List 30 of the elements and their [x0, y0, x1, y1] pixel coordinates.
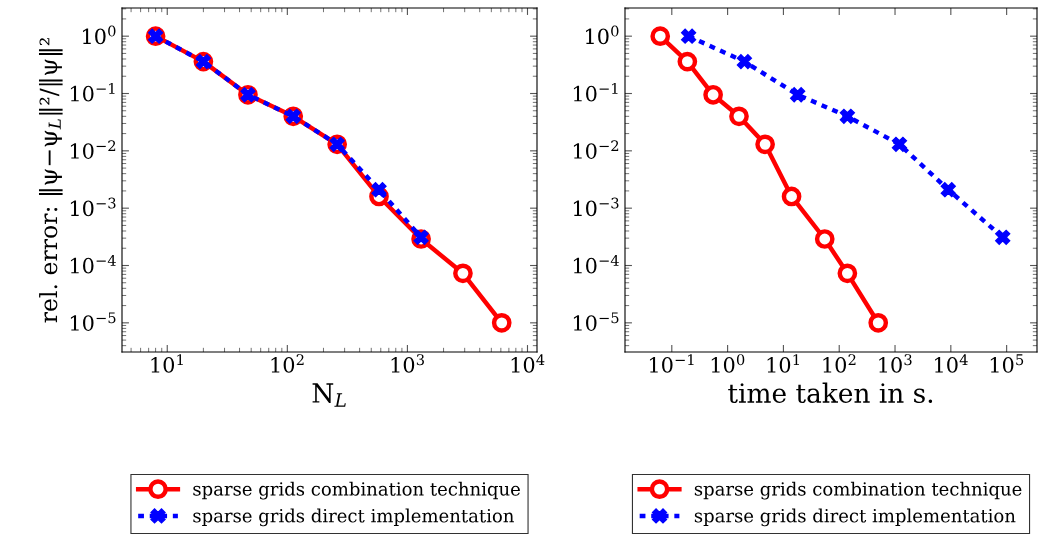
x-tick-label: 10$^{4}$	[511, 354, 545, 373]
y-tick-label: 10$^{−1}$	[70, 82, 115, 102]
x-tick-label: 10$^{3}$	[391, 354, 424, 373]
y-tick-label: 10$^{−5}$	[573, 312, 619, 331]
x-tick-label: 10$^{2}$	[823, 354, 856, 373]
y-tick-label: 10$^{−1}$	[573, 82, 618, 102]
legend-label: sparse grids direct implementation	[193, 508, 514, 527]
y-tick-label: 10$^{−3}$	[70, 197, 116, 217]
y-tick-label: 10$^{0}$	[586, 25, 619, 45]
x-tick-label: 10$^{1}$	[767, 354, 799, 373]
x-axis-title: N$_{L}$	[312, 383, 346, 407]
x-tick-label: 10$^{3}$	[879, 354, 912, 373]
x-tick-label: 10$^{4}$	[935, 354, 968, 373]
x-tick-label: 10$^{−1}$	[649, 354, 694, 373]
y-tick-label: 10$^{−5}$	[70, 312, 116, 331]
x-tick-label: 10$^{1}$	[151, 354, 183, 373]
y-tick-label: 10$^{−3}$	[573, 197, 619, 217]
x-tick-label: 10$^{5}$	[990, 354, 1024, 373]
y-axis-title: rel. error: ‖ψ−ψ$_{L}$‖²/‖ψ‖²	[38, 38, 63, 323]
legend-label: sparse grids combination technique	[193, 481, 520, 500]
legend-label: sparse grids direct implementation	[694, 508, 1016, 527]
y-tick-label: 10$^{−4}$	[573, 254, 619, 274]
y-tick-label: 10$^{−4}$	[70, 254, 116, 274]
y-tick-label: 10$^{−2}$	[573, 140, 619, 159]
y-tick-label: 10$^{0}$	[83, 25, 116, 45]
x-axis-title: time taken in s.	[728, 382, 933, 404]
x-tick-label: 10$^{2}$	[271, 354, 304, 373]
legend-label: sparse grids combination technique	[694, 481, 1022, 500]
y-tick-label: 10$^{−2}$	[70, 140, 116, 159]
x-tick-label: 10$^{0}$	[711, 354, 745, 373]
